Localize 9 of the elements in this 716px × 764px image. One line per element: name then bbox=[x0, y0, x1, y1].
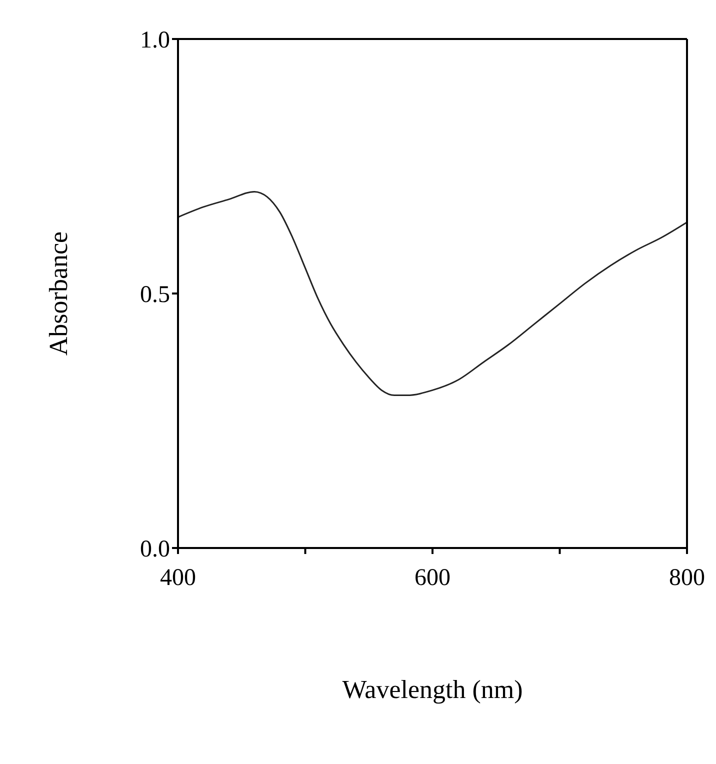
x-tick-label: 800 bbox=[669, 565, 705, 592]
y-tick-label: 1.0 bbox=[140, 28, 170, 54]
x-axis-title: Wavelength (nm) bbox=[342, 675, 523, 704]
line-series bbox=[178, 190, 687, 396]
y-tick-label: 0.5 bbox=[140, 282, 170, 308]
x-tick-label: 400 bbox=[160, 565, 196, 592]
x-tick-label: 600 bbox=[414, 565, 450, 592]
y-axis-title: Absorbance bbox=[44, 231, 74, 356]
y-tick-label: 0.0 bbox=[140, 536, 170, 563]
